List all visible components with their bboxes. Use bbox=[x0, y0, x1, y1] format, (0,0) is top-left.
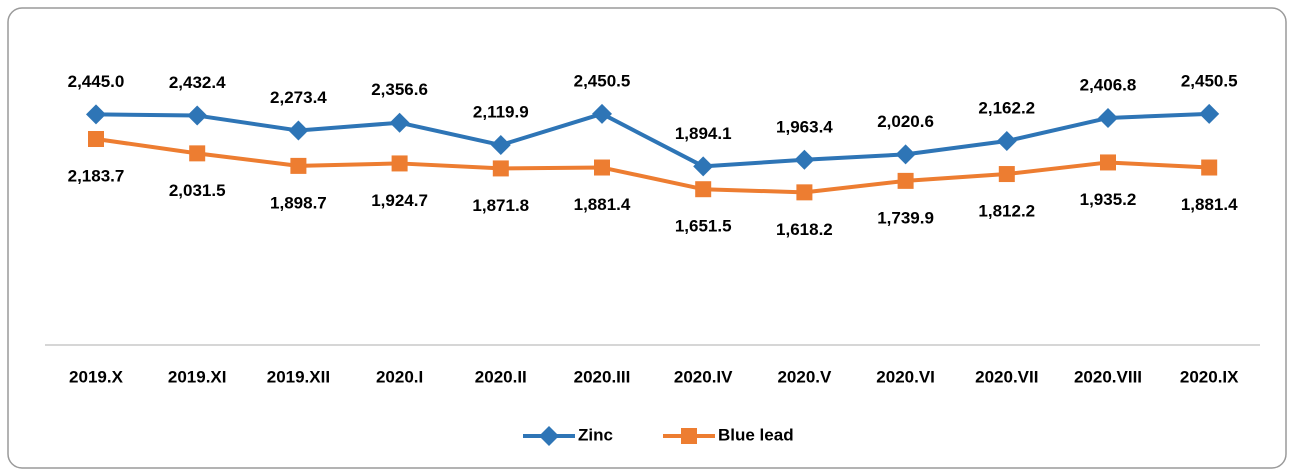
marker bbox=[290, 157, 307, 174]
marker bbox=[794, 149, 815, 170]
data-label: 2,356.6 bbox=[371, 80, 428, 99]
marker bbox=[796, 184, 813, 201]
data-label: 1,963.4 bbox=[776, 117, 833, 136]
x-tick-label: 2019.X bbox=[69, 367, 124, 386]
data-label: 1,651.5 bbox=[675, 217, 732, 236]
x-tick-label: 2020.VI bbox=[876, 367, 935, 386]
marker bbox=[695, 181, 712, 198]
x-tick-label: 2019.XI bbox=[168, 367, 227, 386]
data-label: 1,618.2 bbox=[776, 220, 833, 239]
data-label: 1,881.4 bbox=[574, 195, 631, 214]
series-line bbox=[95, 137, 1210, 195]
data-label: 2,450.5 bbox=[1181, 71, 1238, 90]
x-tick-label: 2020.III bbox=[574, 367, 631, 386]
legend-label: Blue lead bbox=[718, 425, 794, 444]
series-line bbox=[95, 111, 1210, 169]
data-label: 2,119.9 bbox=[473, 103, 529, 122]
marker bbox=[592, 103, 612, 124]
marker bbox=[189, 145, 206, 162]
data-label: 1,898.7 bbox=[270, 193, 327, 212]
x-tick-label: 2020.II bbox=[475, 367, 527, 386]
data-label: 1,924.7 bbox=[371, 191, 428, 210]
marker bbox=[1199, 103, 1220, 124]
x-tick-label: 2020.V bbox=[777, 367, 832, 386]
data-label: 2,183.7 bbox=[68, 166, 125, 185]
data-label: 1,739.9 bbox=[877, 208, 934, 227]
data-label: 1,935.2 bbox=[1080, 190, 1137, 209]
x-tick-label: 2020.VII bbox=[975, 367, 1038, 386]
data-label: 1,881.4 bbox=[1181, 195, 1238, 214]
marker bbox=[492, 160, 509, 177]
data-label: 2,273.4 bbox=[270, 88, 327, 107]
marker bbox=[490, 135, 511, 156]
marker bbox=[1098, 107, 1118, 128]
data-label: 1,812.2 bbox=[978, 202, 1035, 221]
marker bbox=[391, 155, 408, 172]
data-label: 2,162.2 bbox=[978, 99, 1035, 118]
x-tick-label: 2020.VIII bbox=[1074, 367, 1142, 386]
x-tick-label: 2019.XII bbox=[267, 367, 330, 386]
marker bbox=[389, 112, 410, 133]
marker bbox=[998, 166, 1015, 183]
data-label: 1,871.8 bbox=[472, 196, 529, 215]
marker bbox=[996, 131, 1017, 152]
x-tick-label: 2020.IX bbox=[1180, 367, 1239, 386]
data-label: 2,450.5 bbox=[574, 71, 631, 90]
marker bbox=[1201, 159, 1218, 176]
data-label: 2,445.0 bbox=[68, 72, 125, 91]
data-label: 2,031.5 bbox=[169, 181, 226, 200]
data-label: 2,432.4 bbox=[169, 73, 226, 92]
marker bbox=[897, 172, 914, 189]
legend-label: Zinc bbox=[578, 425, 613, 444]
marker bbox=[693, 156, 714, 177]
data-label: 2,020.6 bbox=[877, 112, 934, 131]
marker bbox=[88, 131, 104, 148]
marker bbox=[895, 144, 916, 165]
x-tick-label: 2020.I bbox=[376, 367, 423, 386]
marker bbox=[681, 428, 697, 444]
marker bbox=[288, 120, 309, 141]
data-label: 2,406.8 bbox=[1080, 75, 1137, 94]
x-tick-label: 2020.IV bbox=[674, 367, 733, 386]
marker bbox=[86, 104, 106, 125]
marker bbox=[187, 105, 208, 126]
marker bbox=[539, 426, 559, 446]
marker bbox=[594, 159, 610, 176]
data-label: 1,894.1 bbox=[675, 124, 732, 143]
chart-frame bbox=[7, 7, 1287, 469]
marker bbox=[1100, 154, 1116, 171]
